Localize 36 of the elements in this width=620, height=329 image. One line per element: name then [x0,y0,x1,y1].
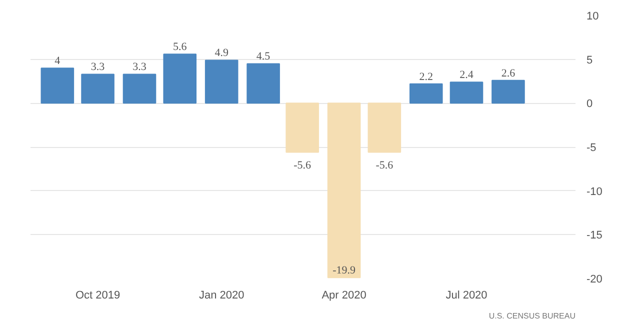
data-label: 5.6 [172,41,188,54]
y-tick-label: -10 [586,186,602,198]
x-tick-label: Oct 2019 [75,290,120,302]
y-tick-label: -5 [586,142,596,154]
bar [81,74,114,104]
bar [204,60,238,104]
data-label: 3.3 [132,61,147,74]
bar [368,102,402,153]
data-label: -5.6 [376,159,394,172]
y-tick-label: 10 [586,10,599,22]
y-tick-label: 0 [586,98,593,110]
bar [122,74,156,104]
data-label: 2.4 [460,69,474,82]
data-label: 4 [54,55,61,68]
x-tick-label: Apr 2020 [322,290,366,302]
x-tick-label: Jul 2020 [446,290,488,302]
x-tick-label: Jan 2020 [198,290,244,302]
bar [163,54,197,104]
data-label: -5.6 [294,159,312,172]
y-tick-label: 5 [586,54,593,66]
data-label: 2.2 [419,70,434,83]
data-label: 3.3 [90,61,106,74]
bar [492,80,525,104]
bar [40,68,74,104]
y-tick-label: -20 [586,274,602,286]
bar [246,63,280,104]
data-label: 4.9 [214,47,229,60]
data-label: 2.6 [501,67,516,80]
bar [327,102,361,278]
bar [286,102,319,153]
y-tick-label: -15 [586,230,602,242]
data-label: -19.9 [332,264,356,277]
data-label: 4.5 [256,50,271,63]
bar [450,82,484,104]
bar [409,83,443,104]
text: U.S. CENSUS BUREAU [488,312,576,320]
